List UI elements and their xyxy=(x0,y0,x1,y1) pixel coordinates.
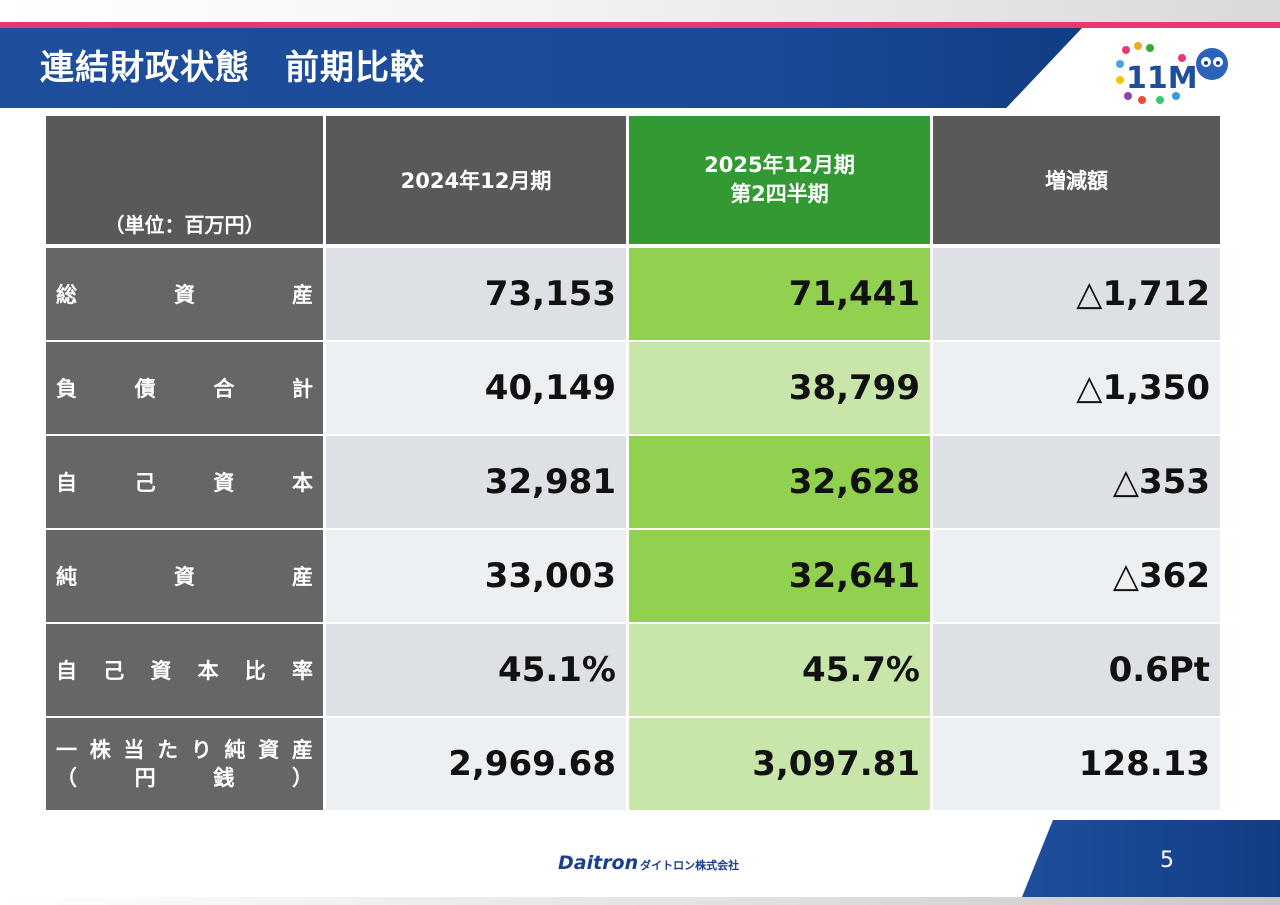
row-label-net-assets: 純資産 xyxy=(46,530,326,624)
company-logo: 11M xyxy=(1116,42,1228,104)
value-cell: 73,153 xyxy=(326,248,629,342)
table-row: 自己資本比率 45.1% 45.7% 0.6Pt xyxy=(46,624,1220,718)
value-cell: △1,712 xyxy=(933,248,1220,342)
bottom-strip xyxy=(0,897,1280,905)
row-label-bps: 一株当たり純資産 （円銭） xyxy=(46,718,326,812)
column-header-label: 増減額 xyxy=(1045,169,1108,193)
page-number: 5 xyxy=(1160,848,1174,873)
value-cell: 0.6Pt xyxy=(933,624,1220,718)
value-cell: △353 xyxy=(933,436,1220,530)
top-strip xyxy=(0,0,1280,22)
value-cell: 38,799 xyxy=(629,342,933,436)
value-cell: 32,628 xyxy=(629,436,933,530)
column-header-fy2025-q2: 2025年12月期 第2四半期 xyxy=(629,116,933,248)
value-cell: 128.13 xyxy=(933,718,1220,812)
logo-text: 11M xyxy=(1126,61,1198,96)
unit-header-cell: （単位：百万円） xyxy=(46,116,326,248)
row-label-equity: 自己資本 xyxy=(46,436,326,530)
value-cell: 32,981 xyxy=(326,436,629,530)
page-title: 連結財政状態 前期比較 xyxy=(40,48,425,88)
corner-decoration xyxy=(1022,820,1280,897)
row-label-total-liabilities: 負債合計 xyxy=(46,342,326,436)
value-cell: △362 xyxy=(933,530,1220,624)
table-row: 純資産 33,003 32,641 △362 xyxy=(46,530,1220,624)
value-cell: △1,350 xyxy=(933,342,1220,436)
value-cell: 71,441 xyxy=(629,248,933,342)
value-cell: 33,003 xyxy=(326,530,629,624)
table-row: 一株当たり純資産 （円銭） 2,969.68 3,097.81 128.13 xyxy=(46,718,1220,812)
value-cell: 40,149 xyxy=(326,342,629,436)
column-header-label: 2024年12月期 xyxy=(400,169,552,193)
value-cell: 3,097.81 xyxy=(629,718,933,812)
financial-position-table: （単位：百万円） 2024年12月期 2025年12月期 第2四半期 増減額 総… xyxy=(46,116,1220,812)
row-label-equity-ratio: 自己資本比率 xyxy=(46,624,326,718)
table-row: 負債合計 40,149 38,799 △1,350 xyxy=(46,342,1220,436)
brand-name: Daitron xyxy=(558,852,639,874)
brand-company: ダイトロン株式会社 xyxy=(640,859,740,872)
column-header-change: 増減額 xyxy=(933,116,1220,248)
pink-accent-line xyxy=(0,22,1280,28)
table-row: 自己資本 32,981 32,628 △353 xyxy=(46,436,1220,530)
unit-label: （単位：百万円） xyxy=(104,213,265,237)
title-bar xyxy=(0,28,1082,108)
column-header-fy2024: 2024年12月期 xyxy=(326,116,629,248)
table-row: 総資産 73,153 71,441 △1,712 xyxy=(46,248,1220,342)
footer-brand: Daitron ダイトロン株式会社 xyxy=(558,852,739,874)
value-cell: 45.7% xyxy=(629,624,933,718)
value-cell: 32,641 xyxy=(629,530,933,624)
column-header-label: 2025年12月期 第2四半期 xyxy=(704,152,855,206)
row-label-total-assets: 総資産 xyxy=(46,248,326,342)
table-header-row: （単位：百万円） 2024年12月期 2025年12月期 第2四半期 増減額 xyxy=(46,116,1220,248)
value-cell: 2,969.68 xyxy=(326,718,629,812)
value-cell: 45.1% xyxy=(326,624,629,718)
